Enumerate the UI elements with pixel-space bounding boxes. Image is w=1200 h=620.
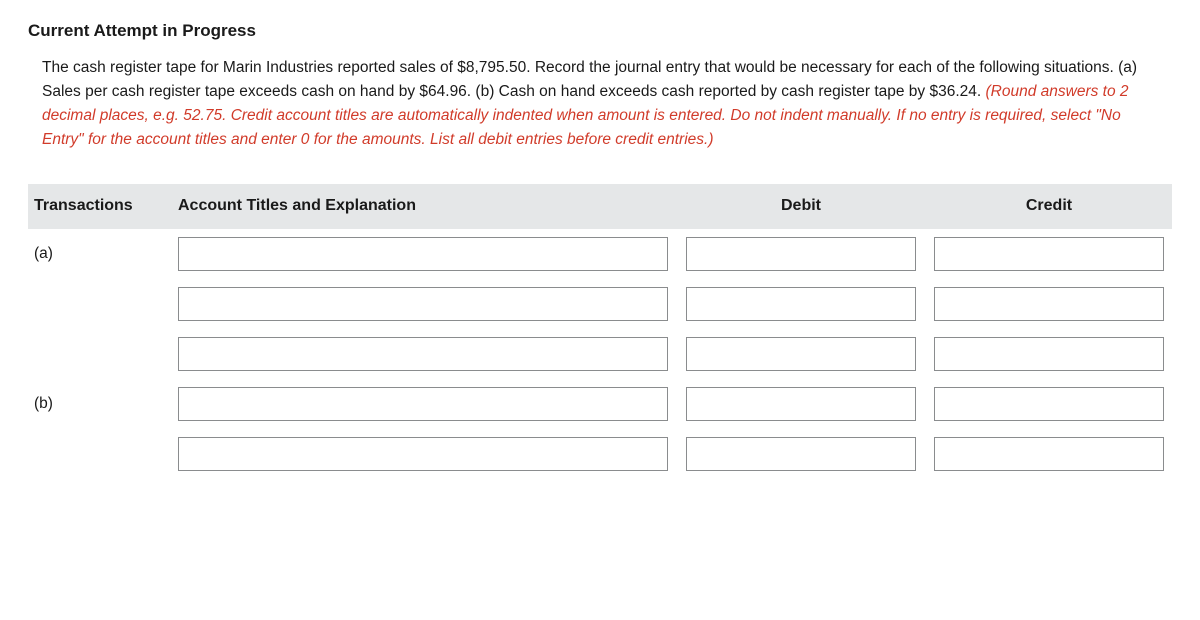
section-heading: Current Attempt in Progress [28,18,1172,44]
transaction-label: (a) [30,242,160,266]
col-header-debit: Debit [686,194,916,219]
debit-input[interactable] [686,387,916,421]
credit-input[interactable] [934,287,1164,321]
table-row [28,329,1172,379]
debit-input[interactable] [686,287,916,321]
problem-text: The cash register tape for Marin Industr… [42,59,1137,100]
account-input[interactable] [178,387,668,421]
table-row: (b) [28,379,1172,429]
debit-input[interactable] [686,437,916,471]
debit-input[interactable] [686,237,916,271]
problem-statement: The cash register tape for Marin Industr… [28,56,1172,166]
col-header-credit: Credit [934,194,1164,219]
credit-input[interactable] [934,437,1164,471]
credit-input[interactable] [934,387,1164,421]
credit-input[interactable] [934,337,1164,371]
table-row [28,279,1172,329]
account-input[interactable] [178,237,668,271]
table-row [28,429,1172,479]
account-input[interactable] [178,287,668,321]
account-input[interactable] [178,337,668,371]
col-header-transactions: Transactions [30,194,160,219]
col-header-account: Account Titles and Explanation [178,194,668,219]
credit-input[interactable] [934,237,1164,271]
table-header-row: Transactions Account Titles and Explanat… [28,184,1172,229]
debit-input[interactable] [686,337,916,371]
table-row: (a) [28,229,1172,279]
transaction-label: (b) [30,392,160,416]
journal-entry-table: Transactions Account Titles and Explanat… [28,184,1172,479]
account-input[interactable] [178,437,668,471]
